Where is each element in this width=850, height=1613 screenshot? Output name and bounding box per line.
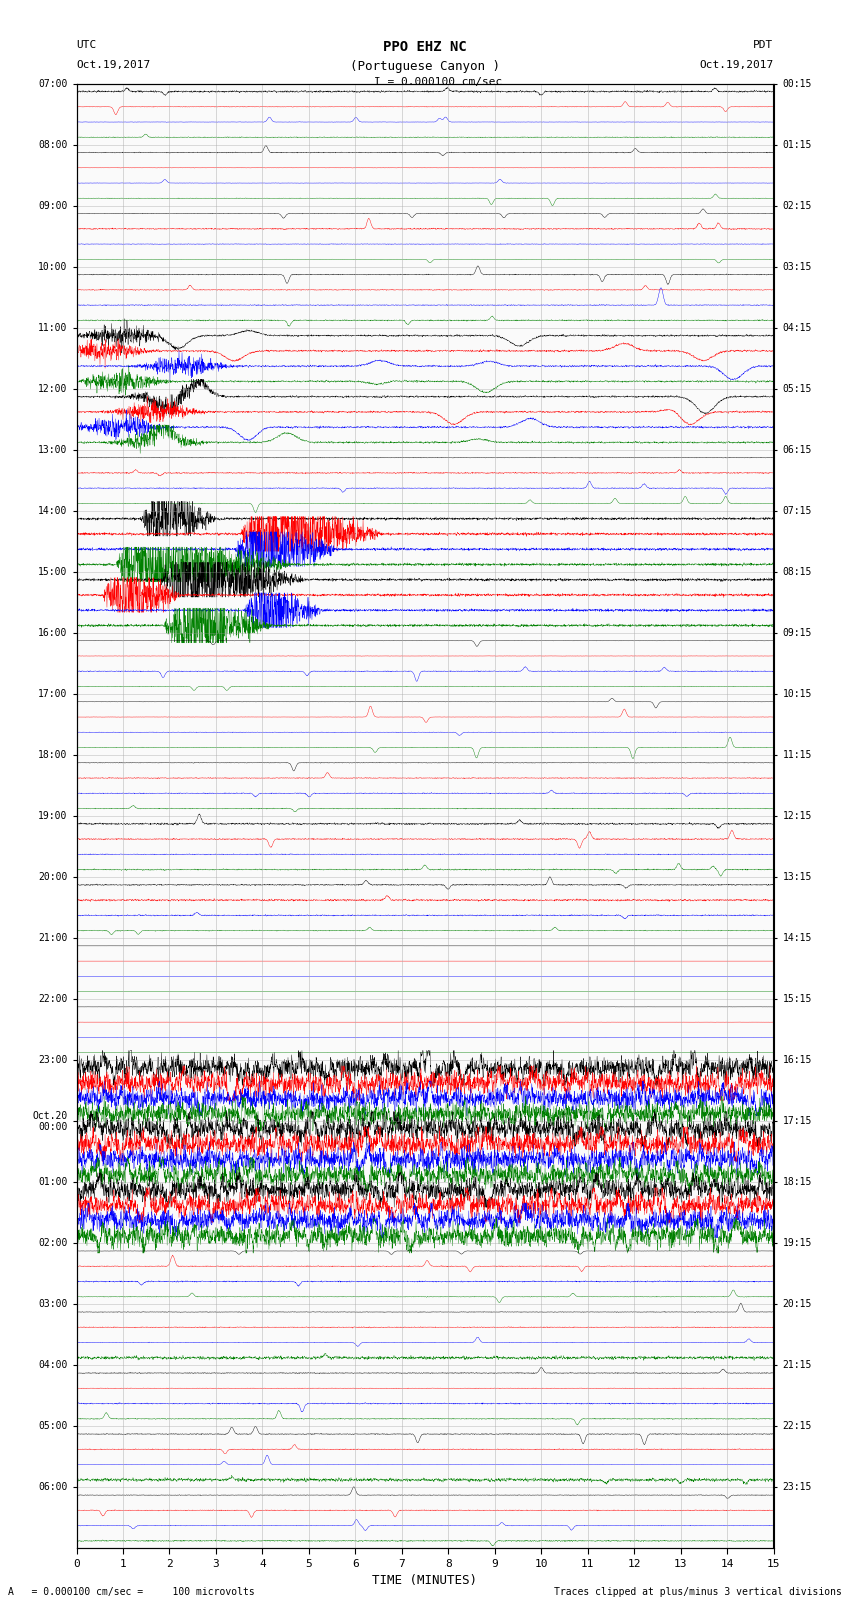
Bar (76, 450, 774, 511)
Bar (76, 84, 774, 145)
Bar (76, 1060, 774, 1121)
Text: Oct.19,2017: Oct.19,2017 (76, 60, 150, 69)
Bar (76, 1244, 774, 1305)
Bar (76, 694, 774, 755)
Bar (76, 145, 774, 206)
Bar (76, 634, 774, 694)
Text: A   = 0.000100 cm/sec =     100 microvolts: A = 0.000100 cm/sec = 100 microvolts (8, 1587, 255, 1597)
Text: PDT: PDT (753, 40, 774, 50)
X-axis label: TIME (MINUTES): TIME (MINUTES) (372, 1574, 478, 1587)
Bar (76, 755, 774, 816)
Bar (76, 1426, 774, 1487)
Text: I = 0.000100 cm/sec: I = 0.000100 cm/sec (374, 77, 502, 87)
Bar (76, 1121, 774, 1182)
Text: (Portuguese Canyon ): (Portuguese Canyon ) (350, 60, 500, 73)
Text: Oct.19,2017: Oct.19,2017 (700, 60, 774, 69)
Text: Traces clipped at plus/minus 3 vertical divisions: Traces clipped at plus/minus 3 vertical … (553, 1587, 842, 1597)
Bar (76, 1305, 774, 1365)
Text: PPO EHZ NC: PPO EHZ NC (383, 40, 467, 55)
Bar (76, 1365, 774, 1426)
Bar (76, 511, 774, 573)
Bar (76, 327, 774, 389)
Bar (76, 1182, 774, 1244)
Bar (76, 939, 774, 1000)
Bar (76, 1000, 774, 1060)
Bar (76, 816, 774, 877)
Bar (76, 268, 774, 327)
Bar (76, 877, 774, 939)
Bar (76, 1487, 774, 1548)
Bar (76, 206, 774, 268)
Bar (76, 389, 774, 450)
Text: UTC: UTC (76, 40, 97, 50)
Bar (76, 573, 774, 634)
